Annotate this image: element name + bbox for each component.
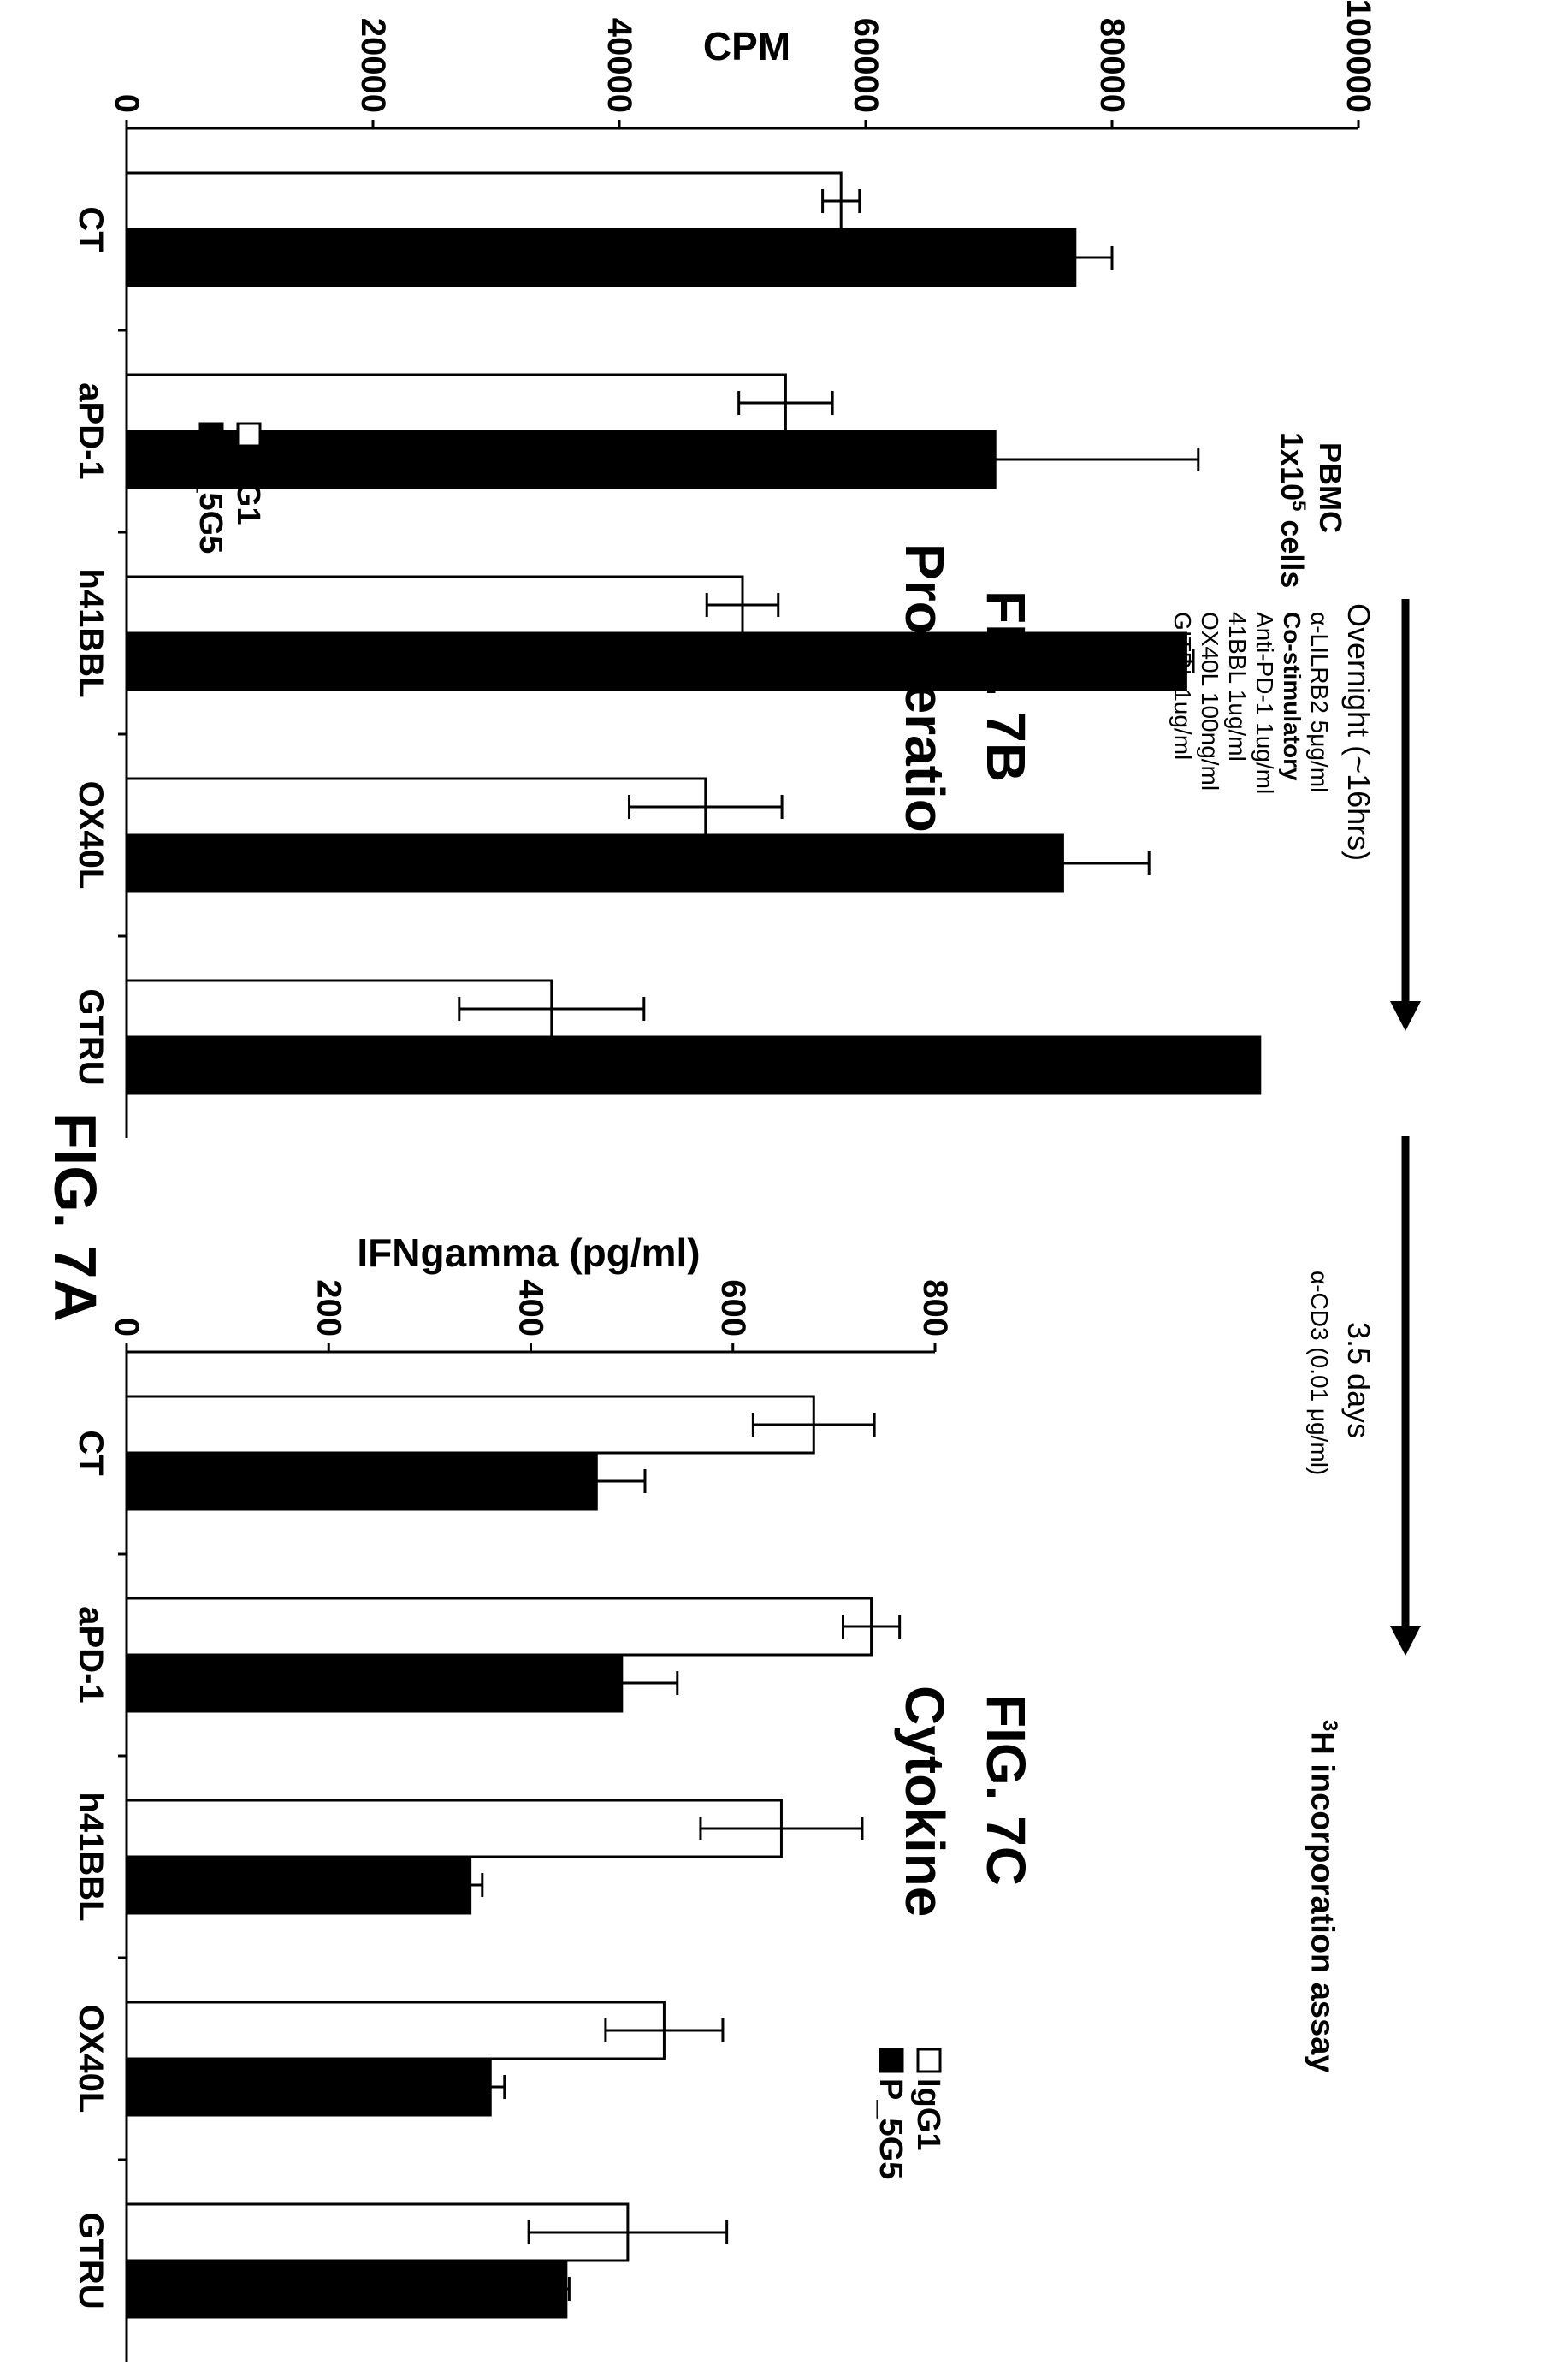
cytokine-legend-label: P_5G5 (873, 2078, 908, 2179)
proliferation-category-label: aPD-1 (72, 382, 109, 479)
cytokine-legend-swatch (879, 2048, 904, 2073)
proliferation-y-tick-label: 80000 (1093, 18, 1131, 113)
proliferation-category-label: GTRU (72, 988, 109, 1085)
proliferation-category-label: h41BBL (72, 568, 109, 697)
cytokine-y-tick-label: 600 (714, 1279, 752, 1337)
proliferation-category-label: CT (72, 206, 109, 252)
cytokine-bar-p-5g5 (125, 2259, 568, 2319)
proliferation-legend-swatch (236, 422, 262, 448)
proliferation-legend-swatch (198, 422, 224, 448)
cytokine-category-label: OX40L (72, 2005, 109, 2113)
cytokine-y-tick-label: 400 (512, 1279, 550, 1337)
cytokine-y-tick-label: 800 (916, 1279, 954, 1337)
cytokine-y-axis-label: IFNgamma (pg/ml) (357, 1230, 700, 1275)
cytokine-legend-swatch (916, 2048, 942, 2073)
cytokine-category-label: CT (72, 1430, 109, 1475)
proliferation-y-tick-label: 100000 (1340, 0, 1377, 113)
cytokine-y-tick-label: 200 (310, 1279, 347, 1337)
cytokine-bar-igg1 (125, 2001, 666, 2060)
cytokine-bar-igg1 (125, 1597, 873, 1657)
proliferation-y-tick-label: 0 (108, 94, 145, 113)
proliferation-legend-label: IgG1 (230, 453, 266, 525)
proliferation-legend-label: P_5G5 (192, 453, 228, 554)
proliferation-category-label: OX40L (72, 781, 109, 890)
cytokine-category-label: GTRU (72, 2212, 109, 2309)
cytokine-bar-p-5g5 (125, 1653, 624, 1713)
cytokine-bar-igg1 (125, 1395, 815, 1455)
cytokine-bar-p-5g5 (125, 1855, 472, 1915)
proliferation-y-axis-label: CPM (703, 24, 790, 68)
cytokine-bar-igg1 (125, 1799, 783, 1858)
arrow-head-2 (1390, 1626, 1421, 1656)
cytokine-y-tick-label: 0 (108, 1318, 145, 1337)
cytokine-category-label: aPD-1 (72, 1606, 109, 1703)
arrow-head-1 (1390, 1001, 1421, 1031)
proliferation-y-tick-label: 40000 (601, 18, 638, 113)
cytokine-category-label: h41BBL (72, 1792, 109, 1921)
cytokine-bar-p-5g5 (125, 2057, 492, 2117)
cytokine-legend-label: IgG1 (910, 2078, 946, 2150)
proliferation-y-tick-label: 60000 (847, 18, 885, 113)
proliferation-bar-p-5g5 (125, 1035, 1262, 1095)
cytokine-bar-p-5g5 (125, 1451, 598, 1511)
proliferation-y-tick-label: 20000 (354, 18, 392, 113)
